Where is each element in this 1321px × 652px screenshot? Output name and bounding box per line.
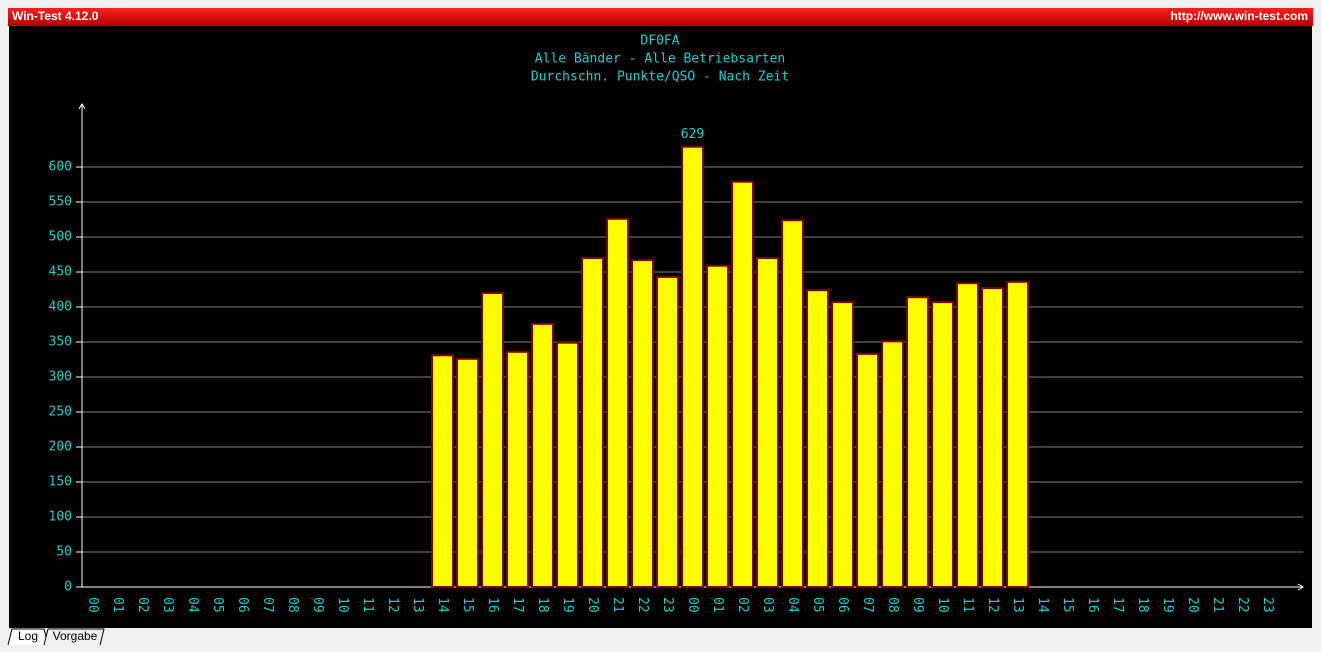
bar (581, 257, 604, 588)
x-tick-label: 18 (535, 597, 550, 613)
y-axis-arrow (78, 103, 86, 110)
x-tick-label: 00 (685, 597, 700, 613)
tab-label[interactable]: Vorgabe (53, 629, 98, 643)
bar (706, 264, 729, 588)
x-tick-label: 15 (460, 597, 475, 613)
chart-title: DF0FA (640, 34, 679, 49)
x-tick-label: 19 (560, 597, 575, 613)
bar (556, 341, 579, 589)
y-tick-label: 450 (49, 265, 72, 280)
x-tick-label: 07 (860, 597, 875, 613)
x-tick-label: 04 (785, 597, 800, 613)
bar (481, 292, 504, 588)
x-tick-label: 10 (335, 597, 350, 613)
x-tick-label: 09 (910, 597, 925, 613)
tab[interactable] (43, 628, 105, 646)
bar (806, 289, 829, 588)
x-tick-label: 19 (1160, 597, 1175, 613)
x-tick-label: 12 (985, 597, 1000, 613)
x-tick-label: 13 (410, 597, 425, 613)
title-bar (8, 8, 1313, 26)
bar (681, 145, 704, 588)
x-tick-label: 16 (485, 597, 500, 613)
y-tick-label: 50 (56, 545, 72, 560)
x-tick-label: 20 (1185, 597, 1200, 613)
x-tick-label: 10 (935, 597, 950, 613)
y-tick-label: 600 (49, 160, 72, 175)
bar (856, 352, 879, 588)
x-tick-label: 22 (1235, 597, 1250, 613)
bar (781, 219, 804, 588)
y-tick-label: 150 (49, 475, 72, 490)
bar (506, 350, 529, 588)
bar (906, 296, 929, 588)
x-tick-label: 04 (185, 597, 200, 613)
bar (1006, 280, 1029, 588)
y-tick-label: 500 (49, 230, 72, 245)
value-label: 629 (681, 127, 704, 142)
bar (631, 259, 654, 588)
x-tick-label: 13 (1010, 597, 1025, 613)
x-tick-label: 16 (1085, 597, 1100, 613)
bar (956, 282, 979, 588)
bar (756, 257, 779, 588)
chart-subtitle: Alle Bänder - Alle Betriebsarten (535, 52, 785, 67)
x-tick-label: 12 (385, 597, 400, 613)
x-tick-label: 09 (310, 597, 325, 613)
x-tick-label: 03 (760, 597, 775, 613)
x-tick-label: 05 (210, 597, 225, 613)
y-tick-label: 300 (49, 370, 72, 385)
window-url[interactable]: http://www.win-test.com (1170, 9, 1308, 23)
tab-label[interactable]: Log (18, 629, 38, 643)
bar (606, 217, 629, 589)
x-tick-label: 08 (885, 597, 900, 613)
bar (731, 180, 754, 588)
y-tick-label: 350 (49, 335, 72, 350)
bar (456, 357, 479, 588)
bar (531, 322, 554, 588)
bar (431, 354, 454, 588)
x-tick-label: 08 (285, 597, 300, 613)
x-tick-label: 20 (585, 597, 600, 613)
x-tick-label: 07 (260, 597, 275, 613)
x-tick-label: 15 (1060, 597, 1075, 613)
bar (881, 340, 904, 588)
x-tick-label: 02 (735, 597, 750, 613)
x-tick-label: 11 (360, 597, 375, 613)
bar (656, 275, 679, 588)
bar (831, 301, 854, 588)
x-tick-label: 14 (1035, 597, 1050, 613)
x-tick-label: 02 (135, 597, 150, 613)
x-tick-label: 23 (660, 597, 675, 613)
y-tick-label: 550 (49, 195, 72, 210)
x-tick-label: 05 (810, 597, 825, 613)
x-tick-label: 17 (510, 597, 525, 613)
x-tick-label: 01 (710, 597, 725, 613)
x-tick-label: 06 (235, 597, 250, 613)
y-tick-label: 100 (49, 510, 72, 525)
x-tick-label: 11 (960, 597, 975, 613)
x-tick-label: 22 (635, 597, 650, 613)
x-tick-label: 21 (1210, 597, 1225, 613)
x-tick-label: 18 (1135, 597, 1150, 613)
x-tick-label: 03 (160, 597, 175, 613)
bar (981, 287, 1004, 588)
x-axis-arrow (1297, 583, 1304, 591)
y-tick-label: 200 (49, 440, 72, 455)
x-tick-label: 17 (1110, 597, 1125, 613)
chart-subtitle: Durchschn. Punkte/QSO - Nach Zeit (531, 70, 789, 85)
x-tick-label: 01 (110, 597, 125, 613)
y-tick-label: 400 (49, 300, 72, 315)
y-tick-label: 250 (49, 405, 72, 420)
x-tick-label: 21 (610, 597, 625, 613)
y-tick-label: 0 (64, 580, 72, 595)
x-tick-label: 14 (435, 597, 450, 613)
x-tick-label: 06 (835, 597, 850, 613)
bar (931, 301, 954, 588)
x-tick-label: 00 (85, 597, 100, 613)
window-title: Win-Test 4.12.0 (12, 9, 99, 23)
x-tick-label: 23 (1260, 597, 1275, 613)
